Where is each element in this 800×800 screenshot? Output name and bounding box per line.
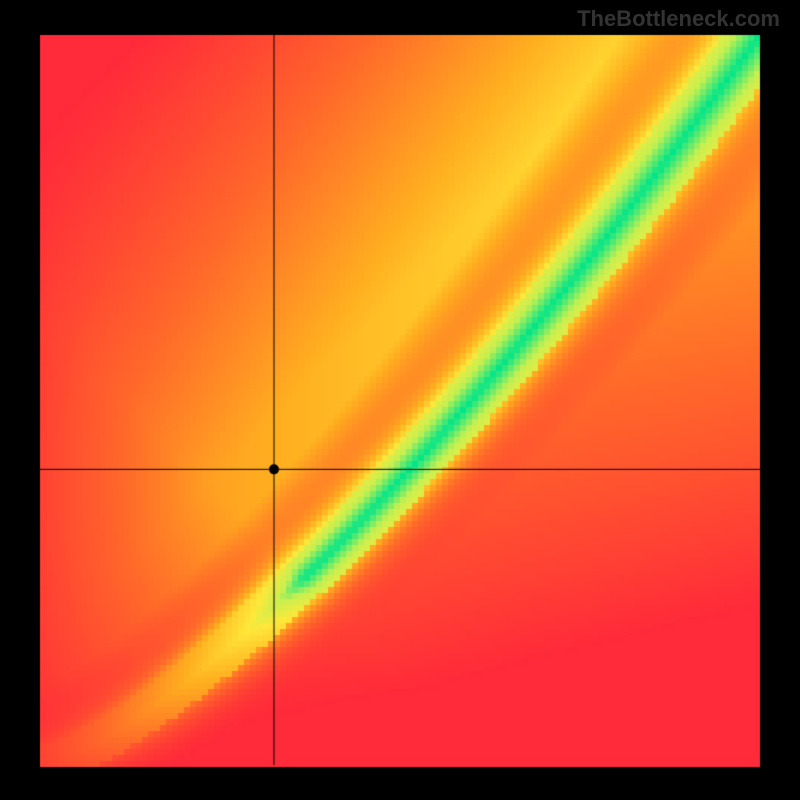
watermark: TheBottleneck.com bbox=[577, 6, 780, 32]
heatmap-canvas bbox=[0, 0, 800, 800]
